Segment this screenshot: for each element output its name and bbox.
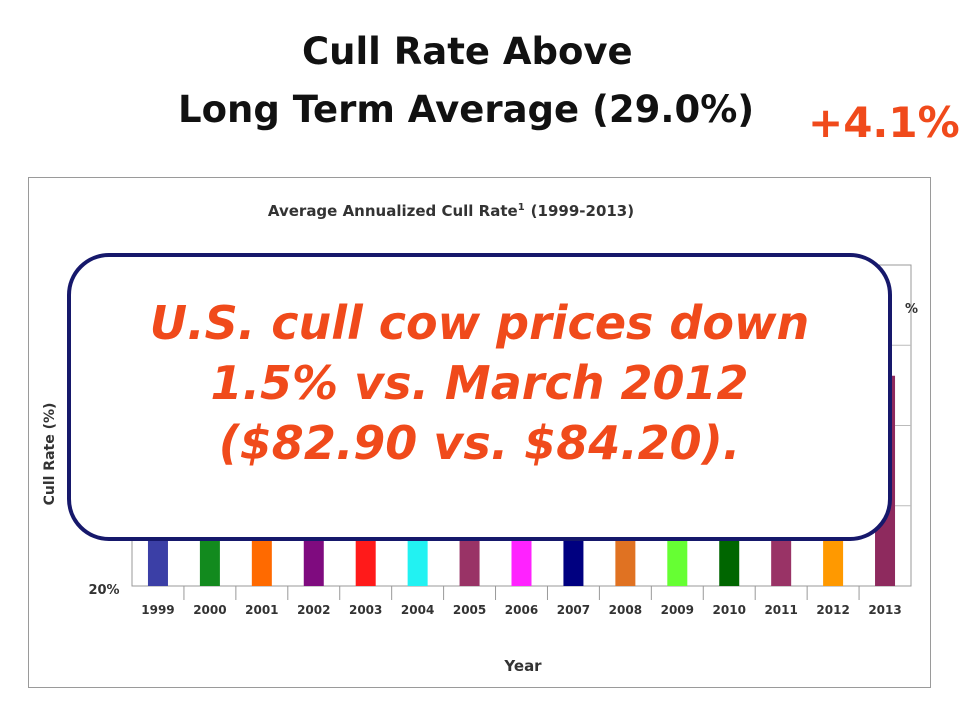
x-tick-label-2004: 2004 [401,603,434,617]
chart-title-text: Average Annualized Cull Rate [268,202,518,220]
x-tick-label-2005: 2005 [453,603,486,617]
x-tick-label-2001: 2001 [245,603,278,617]
cull-rate-delta: +4.1% [808,98,960,147]
x-tick-label-2008: 2008 [609,603,642,617]
callout-line-2: 1.5% vs. March 2012 [210,356,749,410]
x-tick-label-2009: 2009 [661,603,694,617]
slide-title-line2: Long Term Average (29.0%) [178,88,755,131]
chart-title-superscript: 1 [518,202,525,213]
x-tick-label-2012: 2012 [816,603,849,617]
chart-title: Average Annualized Cull Rate1 (1999-2013) [268,202,634,220]
x-axis-label: Year [503,657,542,675]
slide-title-line1: Cull Rate Above [302,30,633,73]
callout-line-1: U.S. cull cow prices down [149,296,810,350]
x-tick-label-2010: 2010 [713,603,746,617]
x-tick-label-2003: 2003 [349,603,382,617]
x-tick-label-2002: 2002 [297,603,330,617]
x-tick-label-2007: 2007 [557,603,590,617]
x-tick-label-2000: 2000 [193,603,226,617]
chart-title-range: (1999-2013) [531,202,634,220]
y-axis-label: Cull Rate (%) [42,403,58,506]
x-tick-label-1999: 1999 [141,603,174,617]
x-tick-label-2011: 2011 [764,603,797,617]
callout-line-3: ($82.90 vs. $84.20). [218,416,741,470]
y-tick-label-20: 20% [88,583,119,598]
price-callout-box: U.S. cull cow prices down 1.5% vs. March… [67,253,892,541]
x-tick-labels: 1999 2000 2001 2002 2003 2004 2005 2006 2007 2008… [141,586,902,617]
x-tick-label-2013: 2013 [868,603,901,617]
partial-value-label: % [905,302,918,317]
x-tick-label-2006: 2006 [505,603,538,617]
